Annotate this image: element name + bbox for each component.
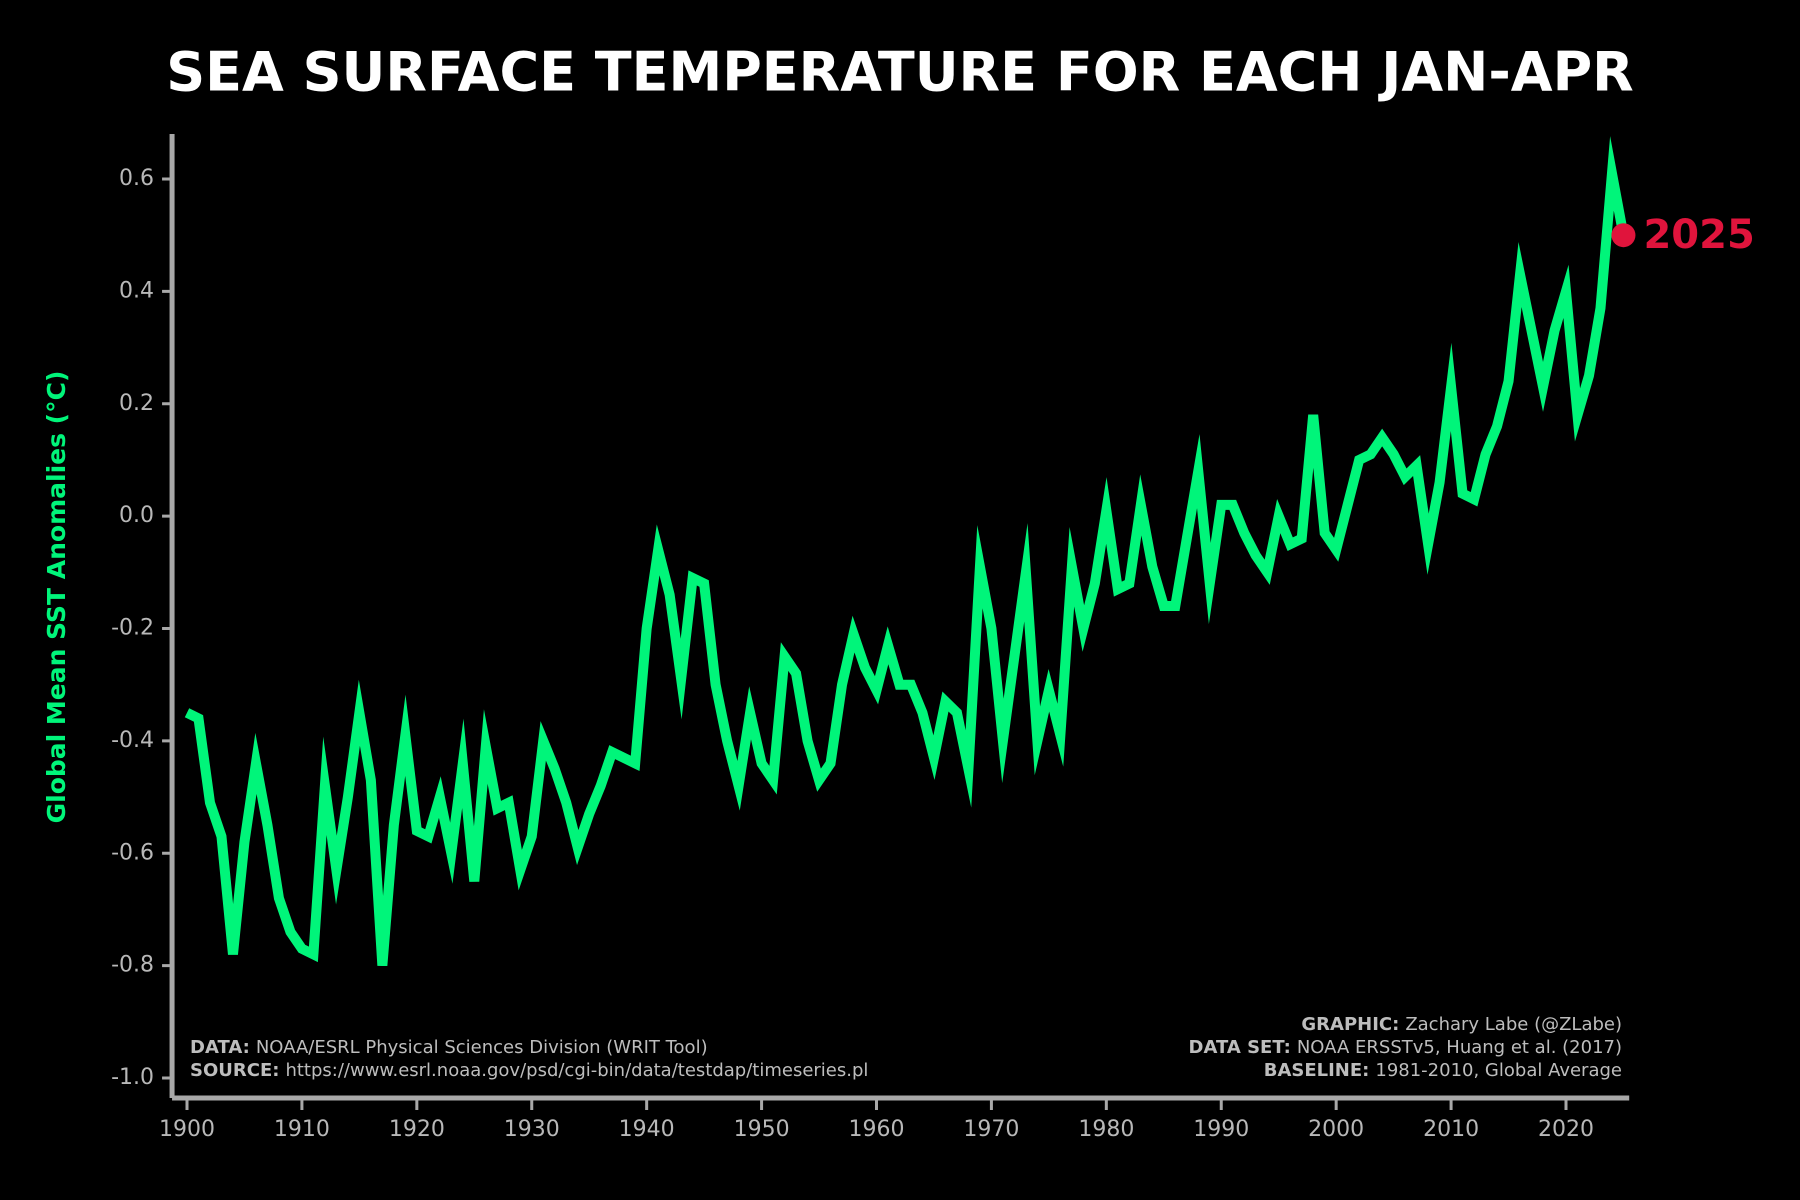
- x-tick-label: 2010: [1423, 1117, 1479, 1142]
- highlight-label: 2025: [1643, 212, 1754, 258]
- x-tick-label: 1980: [1078, 1117, 1134, 1142]
- x-tick-label: 1970: [963, 1117, 1019, 1142]
- x-tick-label: 1960: [849, 1117, 905, 1142]
- credit-note: BASELINE: 1981-2010, Global Average: [1264, 1060, 1622, 1081]
- credit-label: DATA SET:: [1189, 1037, 1291, 1058]
- credit-text: NOAA ERSSTv5, Huang et al. (2017): [1297, 1037, 1622, 1058]
- credit-note: GRAPHIC: Zachary Labe (@ZLabe): [1301, 1014, 1622, 1035]
- chart-title: SEA SURFACE TEMPERATURE FOR EACH JAN-APR: [166, 41, 1633, 104]
- x-tick-label: 1930: [504, 1117, 560, 1142]
- credit-note: DATA: NOAA/ESRL Physical Sciences Divisio…: [190, 1037, 708, 1058]
- x-tick-label: 1940: [619, 1117, 675, 1142]
- x-tick-label: 1990: [1193, 1117, 1249, 1142]
- y-tick-label: -0.6: [111, 840, 154, 865]
- x-tick-label: 1910: [274, 1117, 330, 1142]
- credit-text: https://www.esrl.noaa.gov/psd/cgi-bin/da…: [285, 1060, 868, 1081]
- credit-label: DATA:: [190, 1037, 250, 1058]
- credit-note: DATA SET: NOAA ERSSTv5, Huang et al. (201…: [1189, 1037, 1622, 1058]
- credit-note: SOURCE: https://www.esrl.noaa.gov/psd/cgi…: [190, 1060, 868, 1081]
- x-tick-label: 1950: [734, 1117, 790, 1142]
- highlight-dot: [1611, 223, 1636, 248]
- credit-text: 1981-2010, Global Average: [1375, 1060, 1622, 1081]
- series-line: [184, 136, 1629, 967]
- x-tick-label: 2000: [1308, 1117, 1364, 1142]
- credit-label: GRAPHIC:: [1301, 1014, 1399, 1035]
- x-tick-label: 2020: [1538, 1117, 1594, 1142]
- x-tick-label: 1920: [389, 1117, 445, 1142]
- credit-label: SOURCE:: [190, 1060, 279, 1081]
- y-axis-label: Global Mean SST Anomalies (°C): [42, 371, 71, 824]
- x-tick-label: 1900: [159, 1117, 215, 1142]
- y-tick-label: -0.8: [111, 953, 154, 978]
- y-tick-label: 0.0: [119, 503, 154, 528]
- credit-text: Zachary Labe (@ZLabe): [1405, 1014, 1622, 1035]
- credit-text: NOAA/ESRL Physical Sciences Division (WR…: [256, 1037, 708, 1058]
- credit-label: BASELINE:: [1264, 1060, 1370, 1081]
- y-tick-label: -1.0: [111, 1065, 154, 1090]
- y-tick-label: 0.4: [119, 278, 154, 303]
- y-tick-label: -0.4: [111, 728, 154, 753]
- y-tick-label: 0.6: [119, 166, 154, 191]
- y-tick-label: 0.2: [119, 391, 154, 416]
- y-tick-label: -0.2: [111, 616, 154, 641]
